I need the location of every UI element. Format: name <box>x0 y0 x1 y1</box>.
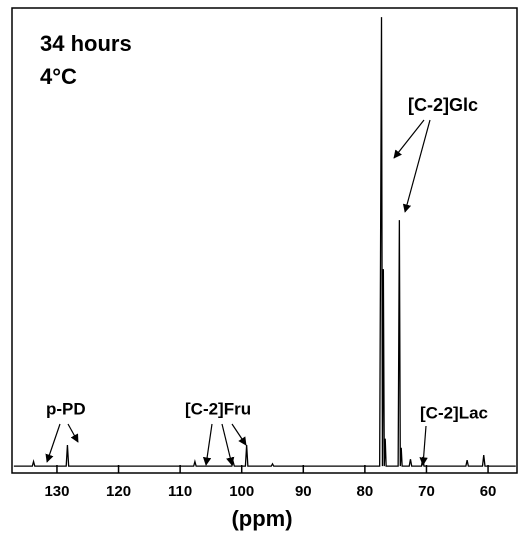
arrows <box>45 119 431 466</box>
arrow <box>202 423 213 466</box>
x-axis-label: (ppm) <box>231 506 292 531</box>
x-tick-label: 100 <box>229 483 254 500</box>
arrow <box>221 423 235 466</box>
annotation: p-PD <box>46 399 86 418</box>
arrow <box>231 423 247 446</box>
annotation: 4°C <box>40 64 77 89</box>
x-tick-label: 90 <box>295 483 312 500</box>
arrow <box>45 423 61 463</box>
x-tick-label: 130 <box>44 483 69 500</box>
plot-frame <box>11 7 518 474</box>
annotation: [C-2]Fru <box>185 399 251 418</box>
x-tick-label: 110 <box>168 483 192 500</box>
annotation: [C-2]Lac <box>420 403 488 422</box>
arrow <box>402 119 431 213</box>
annotation: [C-2]Glc <box>408 95 478 115</box>
arrow <box>67 423 79 443</box>
arrow <box>393 119 425 159</box>
x-tick-label: 80 <box>357 483 374 500</box>
x-tick-label: 60 <box>480 483 497 500</box>
spectrum-line <box>13 17 516 467</box>
annotation: 34 hours <box>40 31 132 56</box>
x-tick-label: 70 <box>418 483 435 500</box>
x-tick-label: 120 <box>106 483 131 500</box>
